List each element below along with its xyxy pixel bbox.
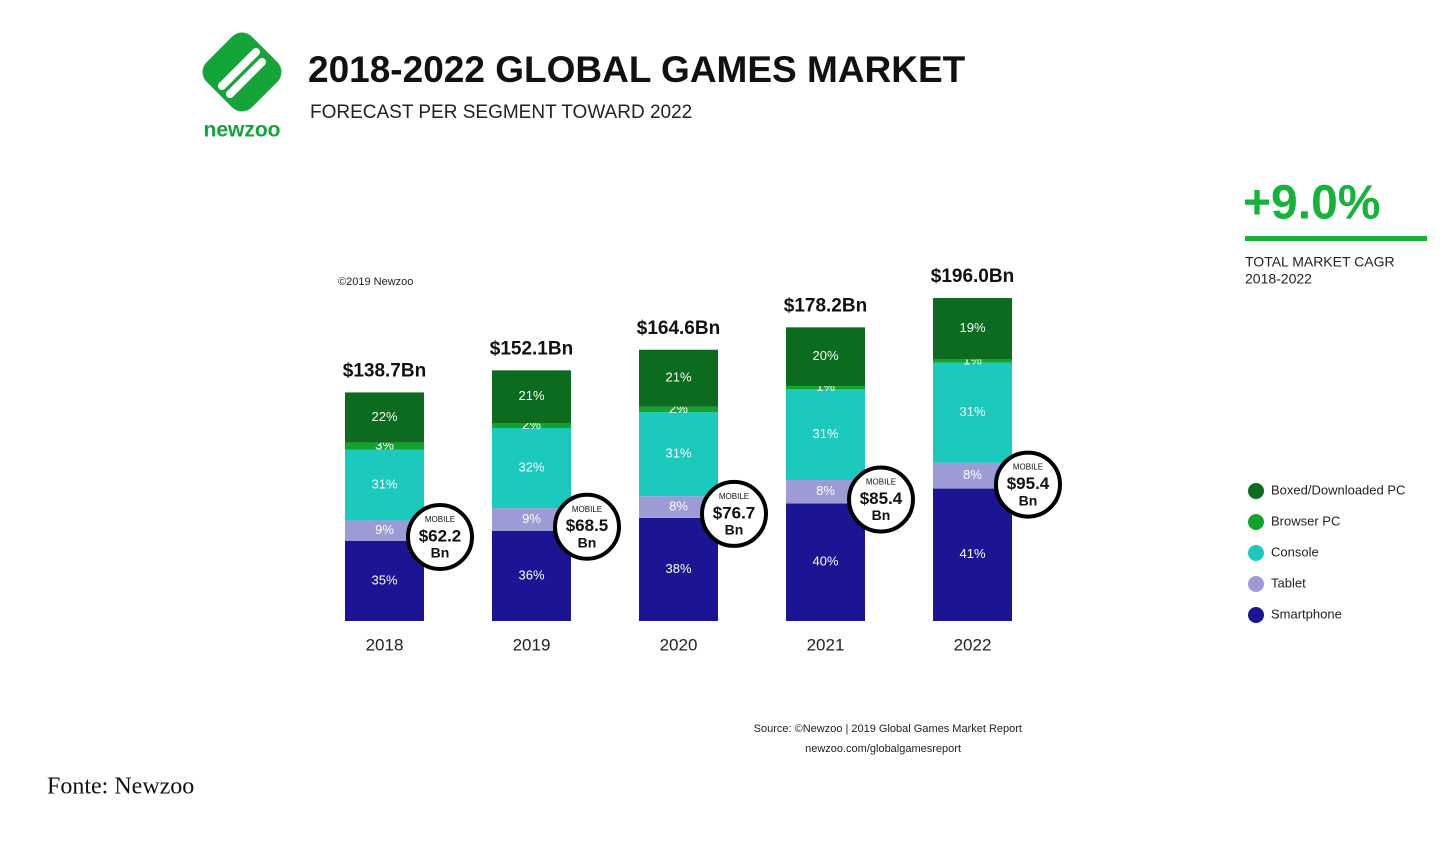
x-tick-label: 2019 [513,635,551,654]
mobile-unit: Bn [1019,492,1038,508]
segment-label: 38% [665,561,691,576]
mobile-value: $95.4 [1007,474,1050,493]
bar-segment [786,327,865,387]
bar-segment [933,359,1012,363]
legend-label: Tablet [1271,575,1306,590]
segment-label: 19% [959,320,985,335]
cagr-period: 2018-2022 [1245,271,1312,287]
legend-label: Console [1271,544,1319,559]
segment-label: 41% [959,546,985,561]
legend-label: Browser PC [1271,513,1340,528]
mobile-unit: Bn [872,507,891,523]
bar-segment [639,496,718,518]
mobile-value: $85.4 [860,489,903,508]
mobile-bubble [700,479,768,548]
x-tick-label: 2022 [954,635,992,654]
legend-swatch [1248,545,1264,561]
mobile-value: $62.2 [419,526,462,545]
x-tick-label: 2018 [366,635,404,654]
mobile-bubble [553,492,621,561]
bar-segment [933,488,1012,621]
logo-shape [202,32,282,112]
logo: newzoo [202,32,282,142]
segment-label: 8% [816,483,835,498]
bar-segment [492,422,571,428]
segment-label: 9% [522,511,541,526]
bar-segment [345,520,424,541]
bar-segment [786,480,865,504]
legend-swatch [1248,576,1264,592]
mobile-bubble [847,465,915,534]
mobile-unit: Bn [725,522,744,538]
legend-swatch [1248,607,1264,623]
mobile-unit: Bn [431,545,450,561]
mobile-label: MOBILE [572,505,602,514]
legend-label: Smartphone [1271,606,1342,621]
bar-segment [786,389,865,481]
source: Source: ©Newzoo | 2019 Global Games Mark… [754,723,1022,735]
bar-segment [933,362,1012,463]
logo-stripes [218,48,266,98]
mobile-label: MOBILE [719,492,749,501]
cagr-label: TOTAL MARKET CAGR [1245,254,1395,270]
segment-label: 31% [812,426,838,441]
legend-swatch [1248,483,1264,499]
mobile-bubble [406,502,474,571]
segment-label: 32% [518,460,544,475]
total-label: $152.1Bn [490,338,573,359]
bar-segment [492,508,571,531]
logo-text: newzoo [204,119,281,142]
segment-label: 36% [518,567,544,582]
segment-label: 8% [963,467,982,482]
mobile-label: MOBILE [1013,463,1043,472]
subtitle: FORECAST PER SEGMENT TOWARD 2022 [310,102,692,123]
legend-swatch [1248,514,1264,530]
total-label: $196.0Bn [931,266,1014,287]
bar-segment [786,386,865,390]
segment-label: 31% [665,446,691,461]
mobile-label: MOBILE [425,515,455,524]
mobile-value: $68.5 [566,516,609,535]
segment-label: 20% [812,348,838,363]
title: 2018-2022 GLOBAL GAMES MARKET [308,49,966,90]
mobile-unit: Bn [578,534,597,550]
x-tick-label: 2021 [807,635,845,654]
segment-label: 9% [375,522,394,537]
bar-segment [345,442,424,450]
segment-label: 8% [669,499,688,514]
bar-segment [639,517,718,621]
legend-label: Boxed/Downloaded PC [1271,482,1405,497]
total-label: $138.7Bn [343,360,426,381]
bar-segment [639,406,718,413]
segment-label: 31% [371,476,397,491]
source-url: newzoo.com/globalgamesreport [805,743,961,755]
cagr-rule [1245,236,1427,241]
segment-label: 31% [959,404,985,419]
bar-segment [786,503,865,621]
segment-label: 40% [812,554,838,569]
bar-segment [492,427,571,509]
bar-segment [492,370,571,423]
mobile-label: MOBILE [866,478,896,487]
total-label: $178.2Bn [784,295,867,316]
segment-label: 21% [665,370,691,385]
mobile-value: $76.7 [713,503,756,522]
segment-label: 22% [371,409,397,424]
segment-label: 21% [518,388,544,403]
x-tick-label: 2020 [660,635,698,654]
bar-segment [345,449,424,521]
segment-label: 35% [371,572,397,587]
total-label: $164.6Bn [637,318,720,339]
bar-segment [639,412,718,497]
cagr-value: +9.0% [1243,177,1380,230]
mobile-bubble [994,450,1062,519]
bar-segment [492,530,571,621]
bar-segment [345,392,424,443]
copyright: ©2019 Newzoo [338,276,413,288]
bar-segment [639,349,718,407]
bar-segment [933,298,1012,360]
caption: Fonte: Newzoo [47,774,194,800]
